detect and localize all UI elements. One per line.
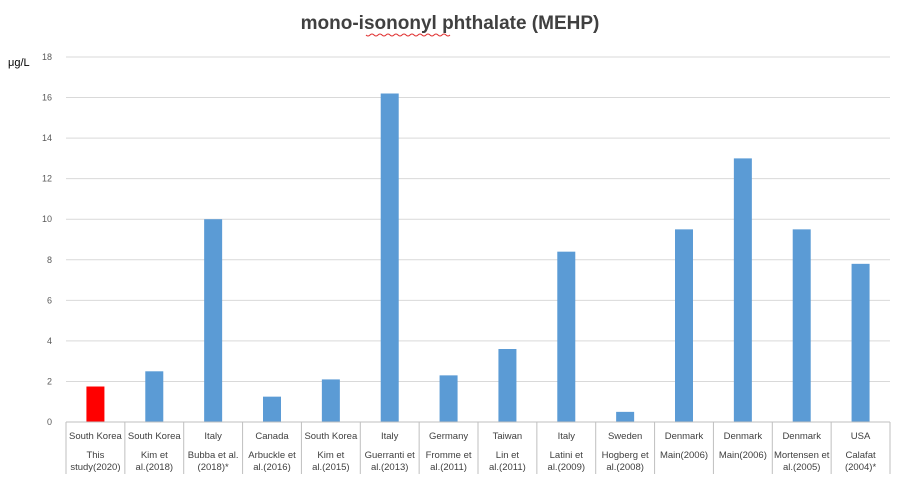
bar [204, 219, 223, 422]
category-study-label: Calafat [846, 450, 876, 461]
category-country-label: Sweden [608, 431, 642, 442]
category-study-label: Fromme et [426, 450, 472, 461]
gridlines [66, 56, 890, 382]
y-axis-label: μg/L [8, 57, 30, 69]
y-tick-label: 4 [47, 336, 52, 346]
category-country-label: Denmark [724, 431, 763, 442]
y-tick-label: 0 [47, 417, 52, 427]
category-axis [65, 421, 891, 474]
category-country-label: South Korea [69, 431, 123, 442]
category-study-label: al.(2015) [312, 462, 350, 473]
category-study-label: (2004)* [845, 462, 876, 473]
category-study-label: al.(2005) [783, 462, 821, 473]
category-study-label: This [86, 450, 104, 461]
y-tick-label: 6 [47, 295, 52, 305]
bar [145, 371, 164, 422]
category-country-label: Italy [558, 431, 576, 442]
bar [498, 349, 517, 422]
bar [263, 396, 281, 422]
spellcheck-underline [365, 33, 451, 37]
category-country-label: Taiwan [493, 431, 523, 442]
category-study-label: (2018)* [198, 462, 229, 473]
category-country-label: South Korea [128, 431, 182, 442]
category-study-label: al.(2011) [430, 462, 467, 473]
y-tick-label: 14 [42, 133, 52, 143]
chart-title: mono-isononyl phthalate (MEHP) [301, 13, 600, 34]
y-tick-label: 12 [42, 174, 52, 184]
y-tick-label: 10 [42, 214, 52, 224]
category-study-label: al.(2009) [548, 462, 586, 473]
category-study-label: Kim et [317, 450, 344, 461]
category-study-label: al.(2016) [253, 462, 291, 473]
category-study-label: al.(2018) [136, 462, 174, 473]
category-study-label: Main(2006) [719, 450, 767, 461]
bar [733, 158, 752, 422]
category-country-label: Italy [381, 431, 399, 442]
bar [439, 375, 458, 422]
category-study-label: Lin et [496, 450, 520, 461]
y-tick-labels: 0 2 4 6 8 10 12 14 16 18 [42, 52, 52, 427]
bar [557, 251, 576, 422]
category-country-label: Germany [429, 431, 468, 442]
bar [616, 411, 635, 422]
category-country-label: South Korea [304, 431, 358, 442]
bar [321, 379, 340, 422]
category-study-label: Arbuckle et [248, 450, 296, 461]
category-study-label: al.(2013) [371, 462, 409, 473]
category-study-label: Hogberg et [602, 450, 649, 461]
bar [792, 229, 811, 422]
category-study-label: Kim et [141, 450, 168, 461]
bar [86, 386, 105, 422]
category-study-label: Latini et [550, 450, 584, 461]
category-country-label: Italy [204, 431, 222, 442]
category-study-label: al.(2008) [606, 462, 644, 473]
category-study-label: Guerranti et [365, 450, 416, 461]
y-tick-label: 8 [47, 255, 52, 265]
category-country-label: Denmark [665, 431, 704, 442]
bars [86, 93, 870, 422]
category-study-label: Bubba et al. [188, 450, 239, 461]
category-study-label: study(2020) [70, 462, 120, 473]
category-study-label: Mortensen et [774, 450, 830, 461]
y-tick-label: 16 [42, 93, 52, 103]
category-study-label: Main(2006) [660, 450, 708, 461]
category-country-label: USA [851, 431, 871, 442]
y-tick-label: 18 [42, 52, 52, 62]
bar [851, 263, 870, 422]
category-country-label: Denmark [782, 431, 821, 442]
category-study-label: al.(2011) [489, 462, 526, 473]
y-tick-label: 2 [47, 376, 52, 386]
bar [380, 93, 399, 422]
category-country-label: Canada [255, 431, 289, 442]
bar [675, 229, 693, 422]
